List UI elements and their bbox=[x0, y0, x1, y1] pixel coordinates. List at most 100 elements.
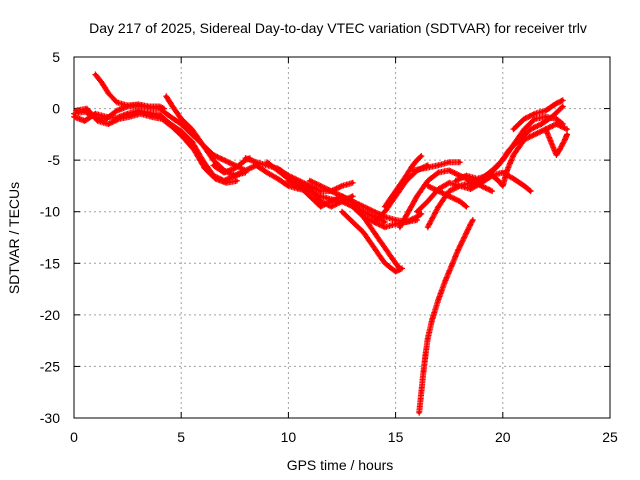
data-point bbox=[449, 264, 453, 268]
plot-frame bbox=[73, 56, 611, 419]
x-tick-labels: 0 5 10 15 20 25 bbox=[70, 429, 618, 445]
data-point bbox=[456, 249, 460, 253]
y-tick-label: -15 bbox=[40, 255, 60, 271]
data-point bbox=[115, 100, 119, 104]
data-point bbox=[550, 115, 554, 119]
y-axis-label: SDTVAR / TECUs bbox=[6, 182, 22, 294]
data-point bbox=[340, 210, 344, 214]
data-point bbox=[554, 101, 559, 105]
data-point bbox=[308, 179, 312, 183]
data-point bbox=[522, 184, 526, 188]
series-track-q bbox=[409, 159, 463, 174]
data-point bbox=[224, 181, 228, 185]
data-point bbox=[469, 222, 473, 226]
x-tick-label: 10 bbox=[281, 429, 297, 445]
data-point bbox=[276, 177, 280, 181]
data-point bbox=[415, 194, 419, 198]
data-point bbox=[190, 127, 194, 131]
data-point bbox=[361, 215, 365, 219]
data-point bbox=[211, 158, 215, 162]
data-point bbox=[469, 184, 473, 188]
data-point bbox=[222, 158, 226, 162]
series-track-h bbox=[253, 162, 388, 225]
y-tick-label: -10 bbox=[40, 204, 60, 220]
data-point bbox=[544, 115, 548, 119]
data-point bbox=[496, 179, 501, 183]
series-markers bbox=[416, 217, 476, 416]
data-point bbox=[233, 174, 237, 178]
data-point bbox=[415, 215, 419, 219]
data-point bbox=[419, 212, 423, 216]
data-point bbox=[297, 184, 301, 188]
data-point bbox=[511, 127, 516, 131]
x-axis-label: GPS time / hours bbox=[287, 457, 394, 473]
data-point bbox=[72, 115, 76, 119]
data-point bbox=[559, 146, 563, 150]
data-point bbox=[372, 230, 376, 234]
data-point bbox=[93, 72, 97, 77]
data-point bbox=[372, 210, 376, 214]
data-point bbox=[383, 225, 387, 229]
data-point bbox=[490, 174, 494, 178]
data-point bbox=[203, 166, 207, 170]
data-point bbox=[372, 246, 376, 250]
data-point bbox=[522, 117, 526, 121]
data-point bbox=[426, 199, 430, 203]
data-point bbox=[136, 102, 140, 106]
data-point bbox=[319, 184, 323, 188]
data-point bbox=[464, 205, 468, 209]
data-point bbox=[565, 127, 569, 131]
data-point bbox=[319, 189, 323, 193]
data-point bbox=[181, 135, 185, 140]
data-point bbox=[454, 179, 458, 183]
data-point bbox=[222, 170, 226, 175]
data-point bbox=[411, 168, 415, 173]
series-markers bbox=[381, 153, 425, 210]
data-point bbox=[351, 181, 355, 185]
data-point bbox=[74, 109, 78, 113]
data-point bbox=[511, 177, 516, 181]
data-point bbox=[372, 220, 376, 224]
data-point bbox=[529, 189, 533, 193]
data-point bbox=[179, 117, 183, 121]
data-point bbox=[529, 127, 533, 131]
data-point bbox=[411, 163, 415, 167]
series-markers bbox=[92, 71, 167, 112]
grid-lines bbox=[74, 57, 610, 418]
data-point bbox=[507, 148, 511, 152]
data-point bbox=[447, 181, 451, 185]
data-point bbox=[565, 132, 569, 136]
data-point bbox=[126, 103, 130, 108]
x-tick-label: 25 bbox=[602, 429, 618, 445]
data-point bbox=[554, 153, 559, 157]
data-point bbox=[417, 411, 421, 415]
data-point bbox=[286, 179, 290, 183]
data-point bbox=[168, 115, 173, 119]
y-tick-label: -30 bbox=[40, 410, 60, 426]
data-point bbox=[426, 184, 430, 188]
data-point bbox=[561, 104, 565, 109]
data-point bbox=[213, 177, 218, 181]
data-point bbox=[149, 115, 153, 119]
data-point bbox=[383, 215, 387, 219]
data-point bbox=[447, 168, 451, 173]
data-point bbox=[329, 189, 333, 193]
data-point bbox=[501, 184, 505, 188]
data-point bbox=[85, 107, 89, 111]
data-point bbox=[383, 210, 387, 214]
data-point bbox=[511, 153, 516, 157]
series-track-s bbox=[424, 182, 470, 210]
data-point bbox=[361, 230, 365, 234]
data-point bbox=[550, 143, 554, 147]
data-point bbox=[286, 184, 290, 188]
data-point bbox=[254, 160, 258, 164]
data-point bbox=[96, 119, 100, 123]
data-point bbox=[138, 112, 143, 116]
data-point bbox=[421, 370, 426, 374]
data-point bbox=[394, 261, 398, 265]
data-point bbox=[164, 94, 168, 98]
data-point bbox=[179, 122, 183, 126]
data-point bbox=[106, 91, 110, 95]
data-point bbox=[265, 160, 269, 164]
